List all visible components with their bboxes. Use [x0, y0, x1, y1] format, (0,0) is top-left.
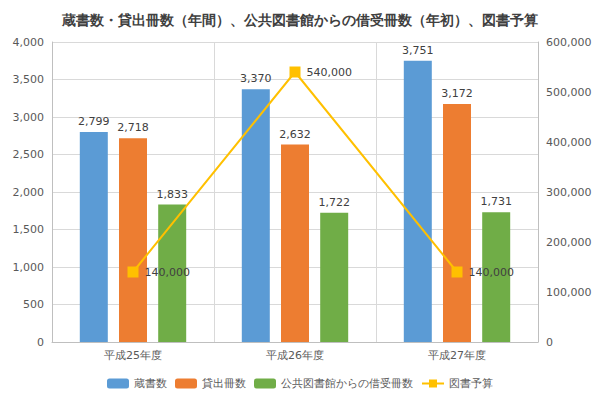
- svg-text:100,000: 100,000: [546, 286, 592, 299]
- svg-text:2,000: 2,000: [13, 186, 45, 199]
- svg-text:2,500: 2,500: [13, 148, 45, 161]
- svg-text:3,172: 3,172: [441, 87, 473, 100]
- svg-text:3,370: 3,370: [240, 72, 271, 85]
- svg-text:300,000: 300,000: [546, 186, 592, 199]
- svg-text:公共図書館からの借受冊数: 公共図書館からの借受冊数: [281, 377, 413, 390]
- svg-text:0: 0: [546, 336, 553, 349]
- svg-text:3,500: 3,500: [13, 73, 45, 86]
- svg-text:3,751: 3,751: [402, 44, 434, 57]
- svg-text:500: 500: [23, 298, 44, 311]
- svg-text:0: 0: [37, 336, 44, 349]
- svg-text:平成26年度: 平成26年度: [266, 349, 324, 362]
- svg-text:1,500: 1,500: [13, 223, 45, 236]
- svg-text:1,000: 1,000: [13, 261, 45, 274]
- svg-text:200,000: 200,000: [546, 236, 592, 249]
- svg-text:蔵書数: 蔵書数: [134, 377, 167, 390]
- svg-text:平成27年度: 平成27年度: [428, 349, 486, 362]
- svg-text:140,000: 140,000: [145, 266, 191, 279]
- svg-text:540,000: 540,000: [307, 66, 353, 79]
- svg-text:400,000: 400,000: [546, 136, 592, 149]
- svg-text:140,000: 140,000: [469, 266, 515, 279]
- svg-text:3,000: 3,000: [13, 111, 45, 124]
- svg-text:1,722: 1,722: [318, 196, 350, 209]
- svg-text:500,000: 500,000: [546, 86, 592, 99]
- svg-text:図書予算: 図書予算: [449, 377, 493, 390]
- svg-text:4,000: 4,000: [13, 36, 45, 49]
- svg-text:2,632: 2,632: [279, 128, 311, 141]
- svg-text:1,833: 1,833: [156, 188, 188, 201]
- svg-text:平成25年度: 平成25年度: [104, 349, 162, 362]
- svg-text:2,799: 2,799: [78, 115, 110, 128]
- svg-text:1,731: 1,731: [480, 195, 512, 208]
- svg-text:600,000: 600,000: [546, 36, 592, 49]
- svg-text:貸出冊数: 貸出冊数: [202, 377, 246, 390]
- svg-text:2,718: 2,718: [117, 121, 149, 134]
- svg-text:蔵書数・貸出冊数（年間）、公共図書館からの借受冊数（年初）、: 蔵書数・貸出冊数（年間）、公共図書館からの借受冊数（年初）、図書予算: [61, 12, 538, 28]
